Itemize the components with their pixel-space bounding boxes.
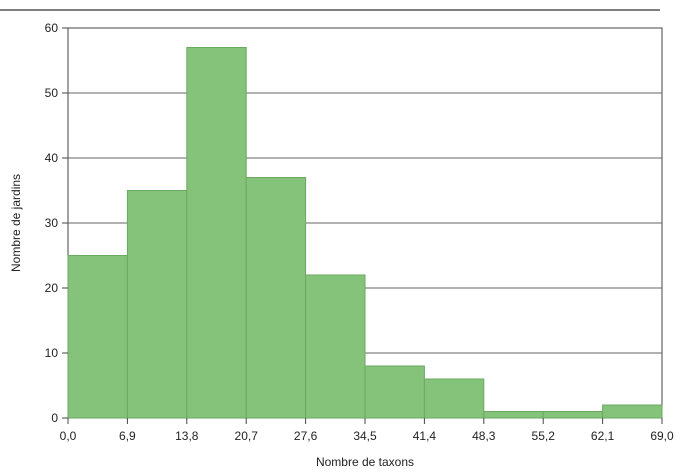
- y-axis-ticks: 0 10 20 30 40 50 60: [45, 21, 68, 425]
- bar-3: [245, 177, 307, 419]
- x-tick-label-9: 62,1: [591, 429, 615, 443]
- y-axis-title: Nombre de jardins: [9, 174, 23, 272]
- x-tick-label-4: 27,6: [294, 429, 318, 443]
- x-tick-label-1: 6,9: [119, 429, 136, 443]
- bar-7: [483, 411, 544, 419]
- x-axis-title: Nombre de taxons: [316, 455, 414, 469]
- x-tick-label-7: 48,3: [472, 429, 496, 443]
- bars: [67, 47, 663, 419]
- y-tick-label-20: 20: [45, 281, 59, 295]
- bar-5: [364, 365, 425, 419]
- bar-6: [423, 378, 485, 419]
- y-tick-label-0: 0: [51, 411, 58, 425]
- bar-9: [602, 404, 663, 419]
- x-tick-label-2: 13,8: [175, 429, 199, 443]
- y-tick-label-40: 40: [45, 151, 59, 165]
- bar-1: [126, 190, 188, 419]
- x-tick-label-10: 69,0: [650, 429, 674, 443]
- x-tick-label-8: 55,2: [532, 429, 556, 443]
- y-tick-label-50: 50: [45, 86, 59, 100]
- bar-8: [542, 411, 604, 419]
- x-axis-ticks: 0,0 6,9 13,8 20,7 27,6 34,5 41,4 48,3 55,2 62,1 69…: [60, 418, 674, 443]
- x-tick-label-5: 34,5: [353, 429, 377, 443]
- y-tick-label-30: 30: [45, 216, 59, 230]
- bar-0: [67, 255, 128, 419]
- y-tick-label-10: 10: [45, 346, 59, 360]
- x-tick-label-6: 41,4: [413, 429, 437, 443]
- bar-4: [305, 274, 366, 419]
- bar-2: [186, 47, 247, 419]
- y-tick-label-60: 60: [45, 21, 59, 35]
- x-tick-label-0: 0,0: [60, 429, 77, 443]
- x-tick-label-3: 20,7: [235, 429, 259, 443]
